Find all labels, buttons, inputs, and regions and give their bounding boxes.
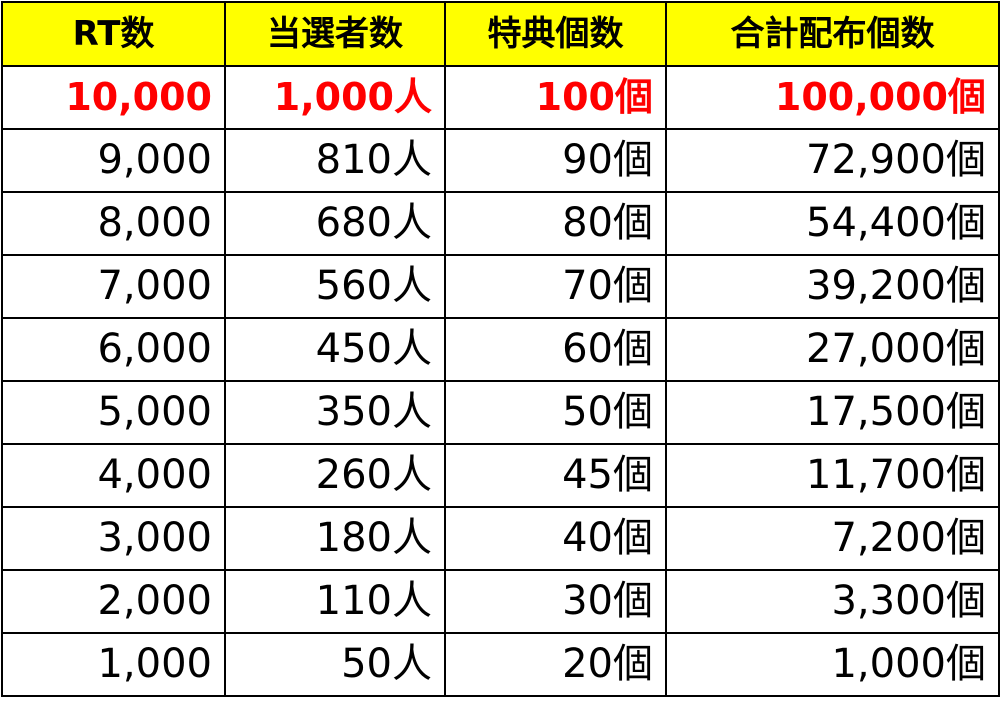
table-cell: 54,400個 bbox=[665, 191, 1000, 256]
table-cell: 3,300個 bbox=[665, 569, 1000, 634]
table-cell: 1,000個 bbox=[665, 632, 1000, 697]
header-cell: 当選者数 bbox=[224, 1, 446, 67]
table-cell: 8,000 bbox=[1, 191, 226, 256]
table-cell: 50人 bbox=[224, 632, 446, 697]
table-cell: 5,000 bbox=[1, 380, 226, 445]
table-cell: 4,000 bbox=[1, 443, 226, 508]
table-cell: 100,000個 bbox=[665, 65, 1000, 130]
table-row: 2,000 110人 30個 3,300個 bbox=[1, 569, 1000, 634]
table-cell: 810人 bbox=[224, 128, 446, 193]
table-cell: 80個 bbox=[444, 191, 667, 256]
table-cell: 39,200個 bbox=[665, 254, 1000, 319]
table-row: 7,000 560人 70個 39,200個 bbox=[1, 254, 1000, 319]
table-cell: 27,000個 bbox=[665, 317, 1000, 382]
table-cell: 1,000 bbox=[1, 632, 226, 697]
header-row: RT数 当選者数 特典個数 合計配布個数 bbox=[1, 1, 1000, 67]
table-cell: 3,000 bbox=[1, 506, 226, 571]
header-cell: 合計配布個数 bbox=[665, 1, 1000, 67]
table-row: 8,000 680人 80個 54,400個 bbox=[1, 191, 1000, 256]
header-cell: RT数 bbox=[1, 1, 226, 67]
table: RT数 当選者数 特典個数 合計配布個数 10,000 1,000人 100個 100,00… bbox=[1, 1, 1000, 697]
table-cell: 70個 bbox=[444, 254, 667, 319]
table-cell: 1,000人 bbox=[224, 65, 446, 130]
table-cell: 560人 bbox=[224, 254, 446, 319]
table-cell: 180人 bbox=[224, 506, 446, 571]
table-cell: 11,700個 bbox=[665, 443, 1000, 508]
table-cell: 17,500個 bbox=[665, 380, 1000, 445]
table-cell: 260人 bbox=[224, 443, 446, 508]
table-cell: 10,000 bbox=[1, 65, 226, 130]
table-row: 4,000 260人 45個 11,700個 bbox=[1, 443, 1000, 508]
table-cell: 7,200個 bbox=[665, 506, 1000, 571]
header-cell: 特典個数 bbox=[444, 1, 667, 67]
table-cell: 20個 bbox=[444, 632, 667, 697]
table-row: 9,000 810人 90個 72,900個 bbox=[1, 128, 1000, 193]
table-cell: 100個 bbox=[444, 65, 667, 130]
table-cell: 450人 bbox=[224, 317, 446, 382]
table-row: 1,000 50人 20個 1,000個 bbox=[1, 632, 1000, 697]
table-row: 3,000 180人 40個 7,200個 bbox=[1, 506, 1000, 571]
table-cell: 40個 bbox=[444, 506, 667, 571]
table-cell: 30個 bbox=[444, 569, 667, 634]
table-cell: 9,000 bbox=[1, 128, 226, 193]
table-cell: 72,900個 bbox=[665, 128, 1000, 193]
table-cell: 45個 bbox=[444, 443, 667, 508]
table-cell: 680人 bbox=[224, 191, 446, 256]
table-row: 10,000 1,000人 100個 100,000個 bbox=[1, 65, 1000, 130]
table-cell: 7,000 bbox=[1, 254, 226, 319]
table-cell: 60個 bbox=[444, 317, 667, 382]
table-cell: 50個 bbox=[444, 380, 667, 445]
table-cell: 350人 bbox=[224, 380, 446, 445]
table-cell: 110人 bbox=[224, 569, 446, 634]
table-row: 5,000 350人 50個 17,500個 bbox=[1, 380, 1000, 445]
table-cell: 90個 bbox=[444, 128, 667, 193]
table-row: 6,000 450人 60個 27,000個 bbox=[1, 317, 1000, 382]
table-cell: 2,000 bbox=[1, 569, 226, 634]
table-cell: 6,000 bbox=[1, 317, 226, 382]
